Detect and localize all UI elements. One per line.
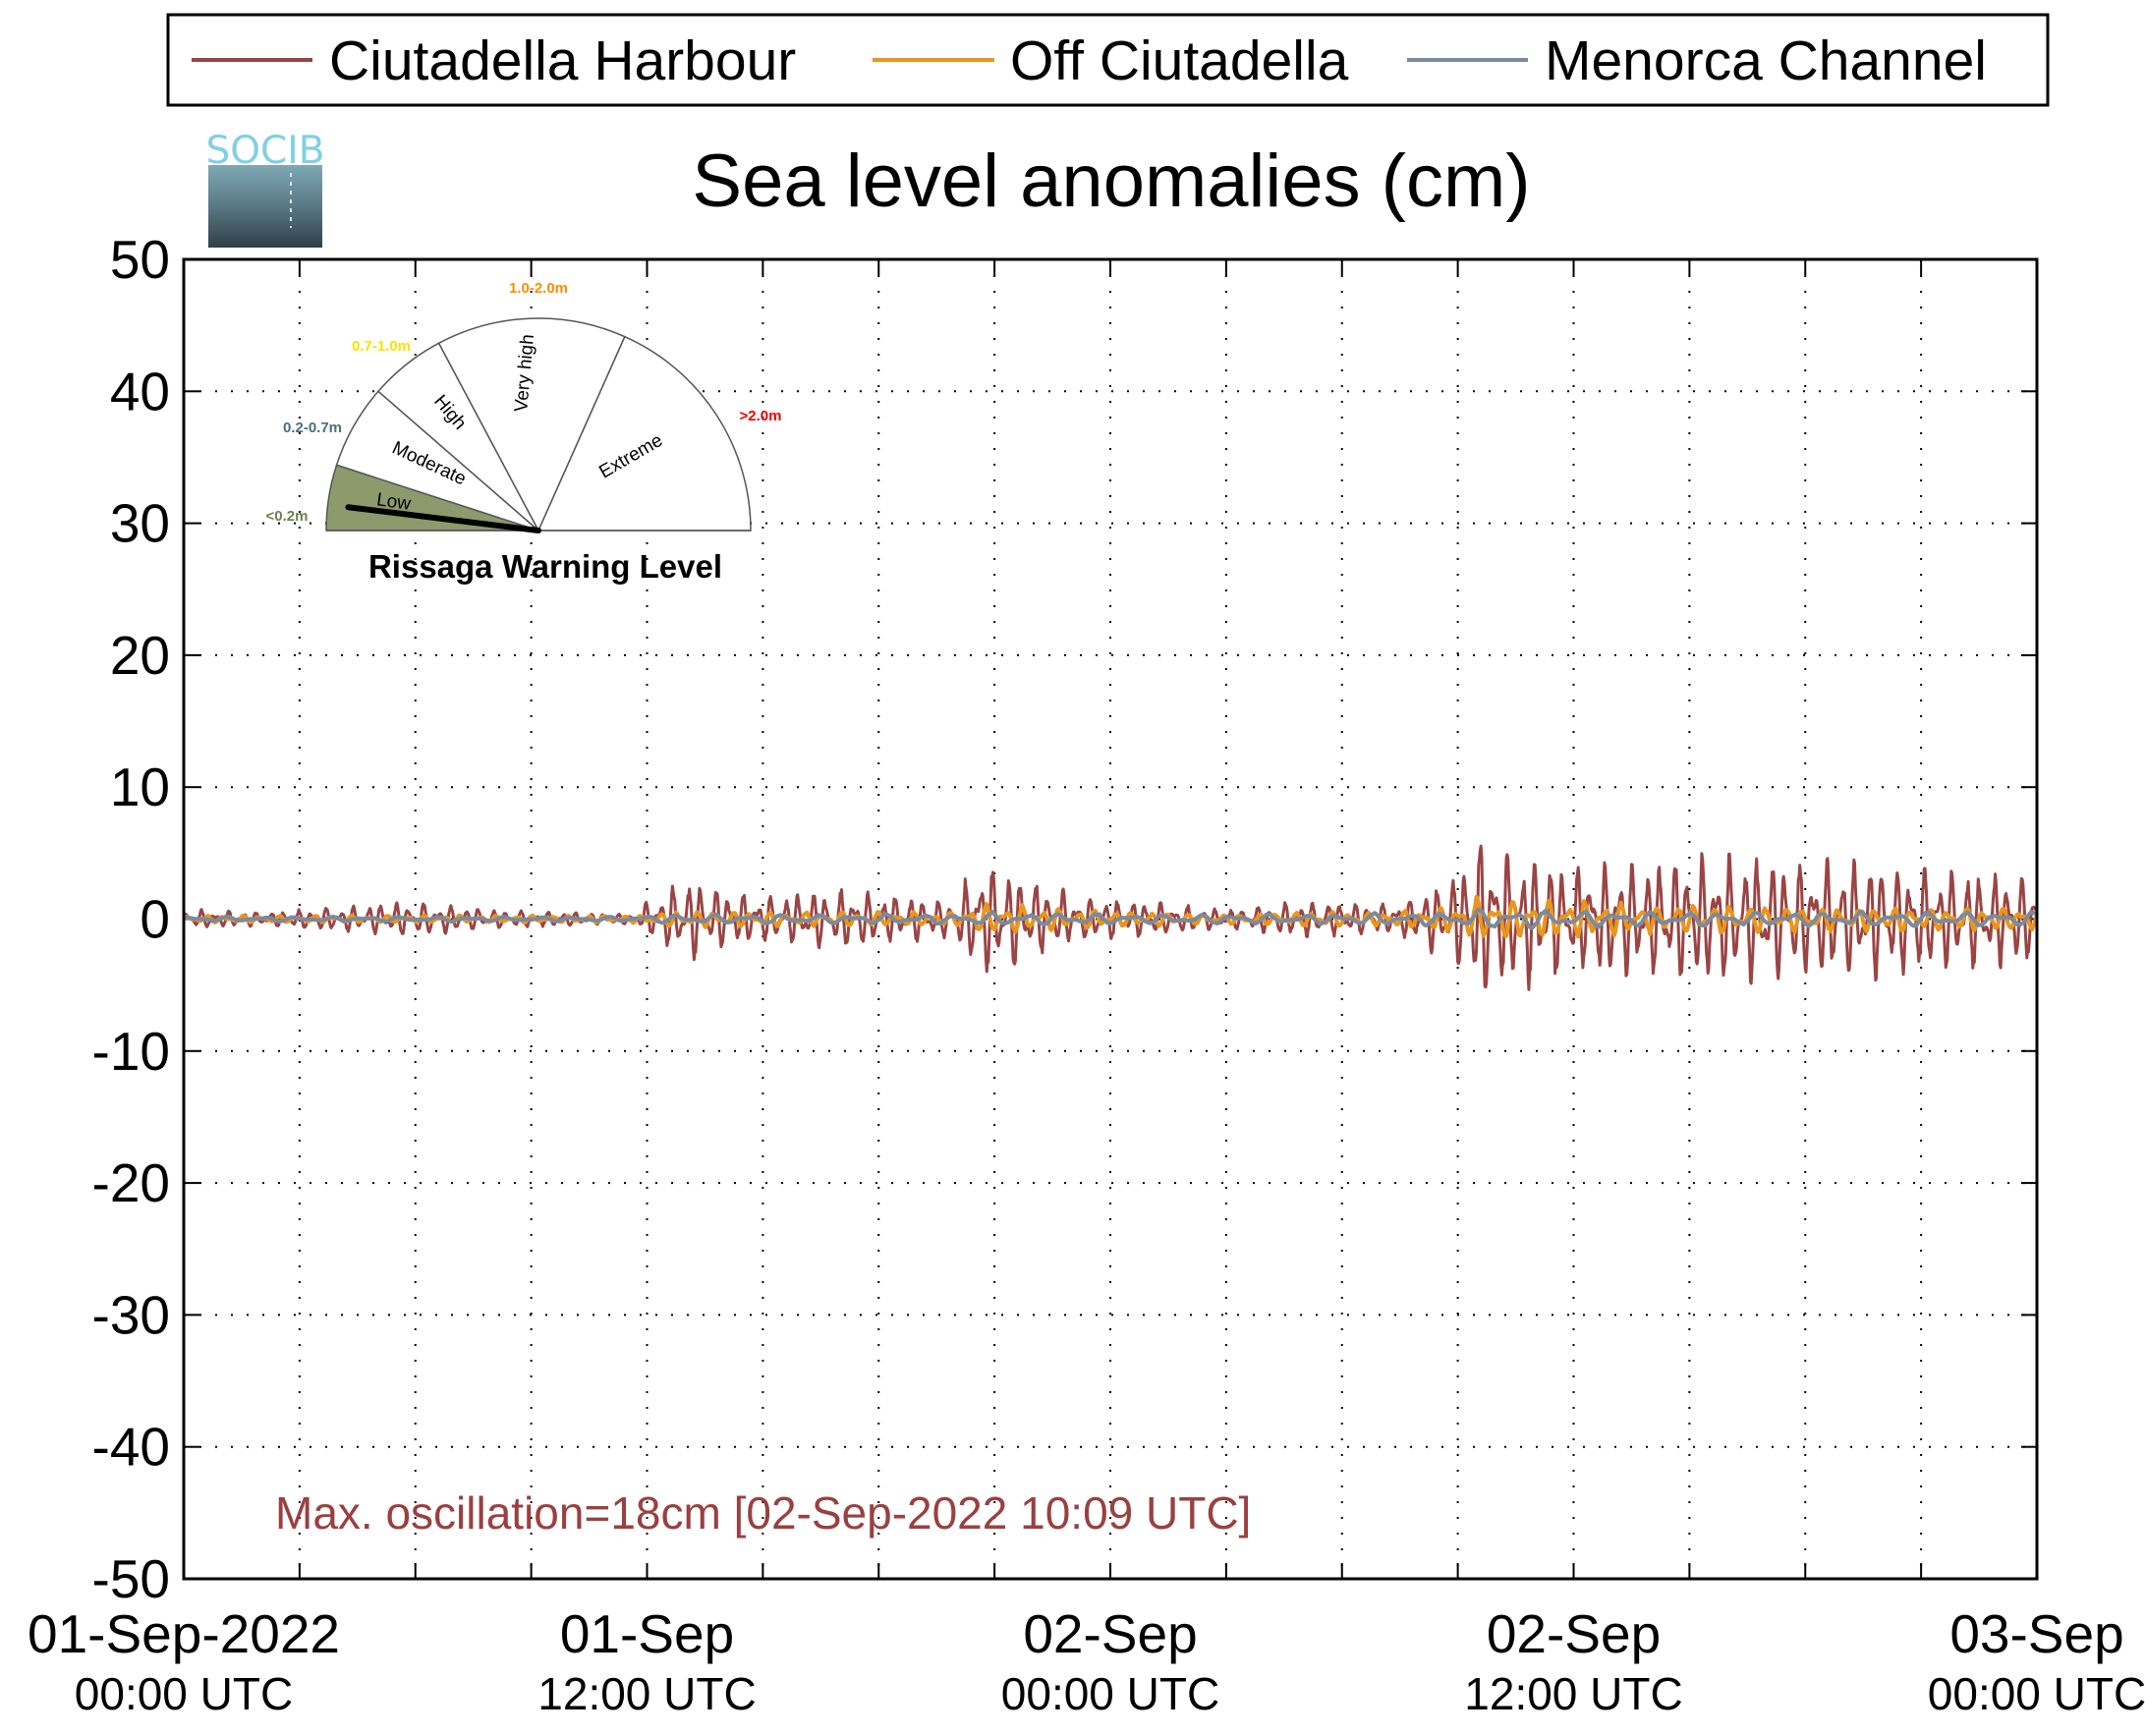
y-tick-label: -30 bbox=[92, 1284, 171, 1345]
x-tick-label-date: 01-Sep bbox=[560, 1603, 734, 1664]
y-tick-label: -10 bbox=[92, 1021, 171, 1082]
gauge-segment-very-high bbox=[437, 317, 626, 532]
x-tick-label-time: 00:00 UTC bbox=[75, 1668, 293, 1719]
y-tick-label: 50 bbox=[110, 229, 170, 290]
gauge-range-label: >2.0m bbox=[740, 408, 782, 424]
gauge-range-label: <0.2m bbox=[266, 508, 309, 525]
plot-frame bbox=[182, 257, 2039, 1581]
x-tick-label-date: 01-Sep-2022 bbox=[28, 1603, 340, 1664]
gauge-range-label: 0.2-0.7m bbox=[283, 420, 342, 436]
x-tick-label-time: 00:00 UTC bbox=[1928, 1668, 2145, 1719]
legend-label-off-ciutadella: Off Ciutadella bbox=[1010, 29, 1349, 92]
x-tick-label-time: 12:00 UTC bbox=[1464, 1668, 1682, 1719]
x-tick-label-time: 12:00 UTC bbox=[537, 1668, 756, 1719]
y-tick-label: 0 bbox=[140, 889, 170, 950]
legend-box bbox=[166, 13, 2050, 107]
y-tick-label: -40 bbox=[92, 1417, 171, 1478]
gauge-segment-extreme bbox=[536, 335, 752, 532]
y-tick-label: -50 bbox=[92, 1548, 171, 1609]
gauge-range-label: 1.0-2.0m bbox=[509, 280, 568, 297]
max-oscillation-annotation: Max. oscillation=18cm [02-Sep-2022 10:09… bbox=[275, 1487, 1251, 1539]
x-tick-label-date: 02-Sep bbox=[1023, 1603, 1197, 1664]
y-tick-label: 20 bbox=[110, 625, 170, 686]
y-tick-label: 40 bbox=[110, 361, 170, 421]
chart-title: Sea level anomalies (cm) bbox=[692, 140, 1530, 223]
legend-label-ciutadella-harbour: Ciutadella Harbour bbox=[329, 29, 796, 92]
gauge-title: Rissaga Warning Level bbox=[368, 548, 722, 585]
legend-label-menorca-channel: Menorca Channel bbox=[1545, 29, 1987, 92]
series-line-menorca-channel bbox=[183, 908, 2039, 930]
legend: Ciutadella Harbour Off Ciutadella Menorc… bbox=[166, 13, 2050, 107]
x-tick-label-date: 02-Sep bbox=[1487, 1603, 1661, 1664]
series-line-off-ciutadella bbox=[182, 895, 2039, 939]
socib-logo: SOCIB bbox=[206, 129, 325, 248]
x-tick-label-time: 00:00 UTC bbox=[1001, 1668, 1219, 1719]
x-tick-label-date: 03-Sep bbox=[1949, 1603, 2123, 1664]
y-tick-label: -20 bbox=[92, 1152, 171, 1213]
series-line-ciutadella-harbour bbox=[182, 844, 2039, 991]
gauge-range-label: 0.7-1.0m bbox=[352, 338, 411, 355]
gauge-needle bbox=[345, 504, 541, 533]
y-tick-label: 30 bbox=[110, 493, 170, 554]
logo-text: SOCIB bbox=[206, 129, 325, 173]
y-tick-label: 10 bbox=[110, 756, 170, 817]
